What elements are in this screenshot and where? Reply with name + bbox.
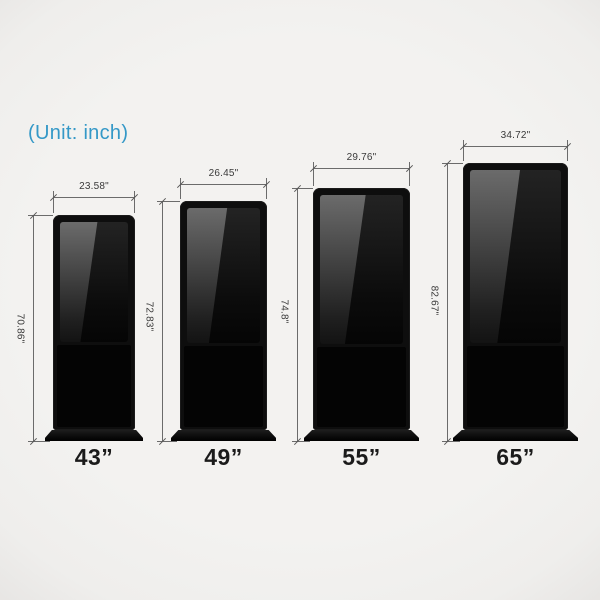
kiosk-lower-panel [184, 346, 263, 427]
height-dimension-line [447, 163, 448, 441]
size-label: 49” [204, 444, 243, 470]
width-extension-line [567, 140, 568, 161]
height-dimension-line [33, 215, 34, 441]
height-extension-line [28, 441, 50, 442]
kiosk-screen [320, 195, 403, 344]
kiosk-base [45, 430, 143, 441]
kiosk-body [453, 163, 578, 441]
size-label: 55” [342, 444, 381, 470]
unit-label: (Unit: inch) [28, 122, 129, 144]
width-extension-line [266, 178, 267, 199]
kiosk-body [45, 215, 143, 441]
width-dimension-line [53, 197, 135, 198]
height-extension-line [292, 441, 310, 442]
kiosk-lower-panel [467, 346, 564, 427]
width-dimension-line [180, 184, 267, 185]
width-dimension-label: 26.45" [208, 168, 239, 179]
kiosk-body [171, 201, 276, 441]
kiosk-screen [60, 222, 128, 342]
kiosk-lower-panel [57, 345, 131, 427]
height-extension-line [157, 201, 180, 202]
width-extension-line [180, 178, 181, 199]
height-extension-line [157, 441, 177, 442]
kiosk-lower-panel [317, 347, 406, 427]
size-label: 65” [496, 444, 535, 470]
height-extension-line [442, 441, 460, 442]
kiosk-base [453, 430, 578, 441]
height-dimension-label: 82.67" [428, 285, 440, 316]
width-extension-line [53, 191, 54, 213]
width-dimension-line [313, 168, 410, 169]
width-extension-line [134, 191, 135, 213]
height-extension-line [442, 163, 463, 164]
kiosk-base [171, 430, 276, 441]
size-label: 43” [74, 444, 114, 470]
width-dimension-label: 29.76" [346, 152, 377, 163]
width-extension-line [409, 162, 410, 186]
width-dimension-line [463, 146, 568, 147]
kiosk-screen [187, 208, 260, 343]
width-extension-line [313, 162, 314, 186]
width-dimension-label: 34.72" [500, 130, 531, 141]
screen-glare [470, 170, 521, 343]
height-dimension-line [297, 188, 298, 441]
height-extension-line [292, 188, 313, 189]
kiosk-base [304, 430, 419, 441]
height-extension-line [28, 215, 53, 216]
kiosk-body [304, 188, 419, 441]
height-dimension-line [162, 201, 163, 441]
width-dimension-label: 23.58" [79, 181, 109, 192]
kiosk-screen [470, 170, 561, 343]
width-extension-line [463, 140, 464, 161]
